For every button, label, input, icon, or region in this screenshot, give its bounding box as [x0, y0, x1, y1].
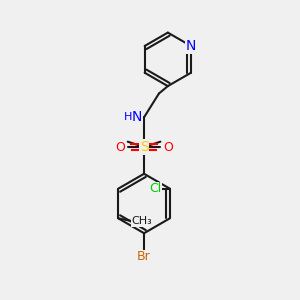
Text: N: N: [186, 39, 196, 53]
Text: CH₃: CH₃: [132, 216, 152, 226]
Text: O: O: [163, 140, 173, 154]
Text: Cl: Cl: [149, 182, 161, 195]
Text: H: H: [124, 112, 132, 122]
Text: O: O: [115, 140, 125, 154]
Text: N: N: [131, 110, 142, 124]
Text: S: S: [140, 140, 148, 154]
Text: Br: Br: [137, 250, 151, 263]
